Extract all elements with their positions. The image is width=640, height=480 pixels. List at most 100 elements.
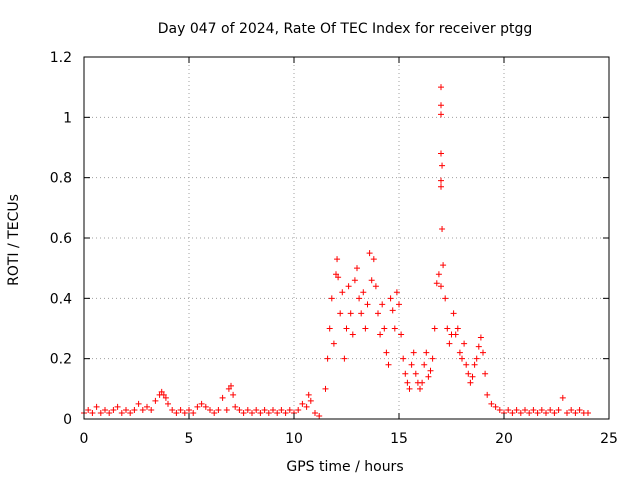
data-point: [190, 409, 197, 416]
data-point: [282, 409, 289, 416]
data-point: [334, 256, 341, 263]
data-point: [555, 406, 562, 413]
data-point: [232, 403, 239, 410]
data-point: [477, 334, 484, 341]
data-point: [286, 406, 293, 413]
data-point: [467, 379, 474, 386]
data-point: [118, 409, 125, 416]
data-point: [551, 409, 558, 416]
data-point: [505, 406, 512, 413]
data-point: [110, 406, 117, 413]
data-point: [473, 355, 480, 362]
y-tick-label: 1.2: [50, 50, 72, 66]
data-point: [534, 409, 541, 416]
data-point: [339, 289, 346, 296]
data-point: [223, 406, 230, 413]
data-point: [389, 307, 396, 314]
data-point: [406, 385, 413, 392]
data-point: [439, 225, 446, 232]
data-point: [215, 406, 222, 413]
y-tick-label: 0.6: [50, 231, 72, 247]
data-point: [89, 409, 96, 416]
data-point: [135, 400, 142, 407]
data-point: [316, 412, 323, 419]
data-point: [307, 397, 314, 404]
data-point: [160, 391, 167, 398]
data-point: [440, 262, 447, 269]
data-point: [438, 177, 444, 184]
data-point: [240, 409, 247, 416]
data-point: [438, 283, 444, 290]
data-point: [249, 409, 255, 416]
data-point: [236, 406, 243, 413]
data-point: [379, 301, 386, 308]
data-point: [127, 409, 134, 416]
data-point: [148, 406, 155, 413]
data-point: [169, 406, 176, 413]
data-point: [377, 331, 384, 338]
data-point: [375, 310, 381, 317]
data-point: [152, 397, 159, 404]
plot-frame: [83, 56, 610, 420]
data-point: [538, 406, 545, 413]
data-point: [454, 325, 461, 332]
data-point: [312, 409, 318, 416]
data-point: [202, 403, 209, 410]
data-point: [585, 409, 591, 416]
data-point: [438, 102, 444, 109]
data-point: [165, 400, 171, 407]
x-tick-label: 25: [600, 431, 618, 447]
data-point: [543, 409, 549, 416]
data-point: [383, 349, 390, 356]
data-points: [81, 84, 591, 419]
data-point: [366, 250, 373, 257]
data-point: [517, 409, 524, 416]
data-point: [349, 331, 356, 338]
data-point: [186, 406, 192, 413]
data-point: [438, 84, 444, 91]
y-tick-label: 0.4: [50, 291, 72, 307]
data-point: [463, 361, 470, 368]
data-point: [435, 271, 442, 278]
data-point: [347, 310, 354, 317]
data-point: [181, 409, 188, 416]
tick-labels: 0 5 10 15 20 25 0 0.2 0.4 0.6 0.8 1 1.2: [50, 50, 618, 447]
data-point: [492, 403, 499, 410]
data-point: [522, 406, 528, 413]
data-point: [431, 325, 438, 332]
data-point: [372, 283, 379, 290]
data-point: [326, 325, 333, 332]
data-point: [370, 256, 377, 263]
data-point: [509, 409, 516, 416]
data-point: [257, 409, 264, 416]
data-point: [572, 409, 579, 416]
data-point: [402, 370, 409, 377]
data-point: [253, 406, 260, 413]
data-point: [421, 361, 428, 368]
data-point: [162, 394, 169, 401]
data-point: [362, 325, 369, 332]
data-point: [299, 400, 306, 407]
data-point: [393, 289, 400, 296]
x-tick-label: 15: [390, 431, 408, 447]
data-point: [465, 370, 472, 377]
data-point: [337, 310, 344, 317]
data-point: [335, 274, 342, 281]
data-point: [97, 409, 104, 416]
x-tick-label: 20: [495, 431, 513, 447]
data-point: [450, 310, 457, 317]
x-axis-label: GPS time / hours: [286, 459, 403, 475]
data-point: [412, 370, 419, 377]
data-point: [513, 406, 520, 413]
data-point: [439, 162, 446, 169]
data-point: [211, 409, 218, 416]
data-point: [106, 409, 113, 416]
data-point: [429, 355, 436, 362]
data-point: [396, 301, 402, 308]
data-point: [381, 325, 388, 332]
data-point: [452, 331, 459, 338]
x-tick-label: 0: [80, 431, 89, 447]
data-point: [408, 361, 415, 368]
data-point: [398, 331, 405, 338]
